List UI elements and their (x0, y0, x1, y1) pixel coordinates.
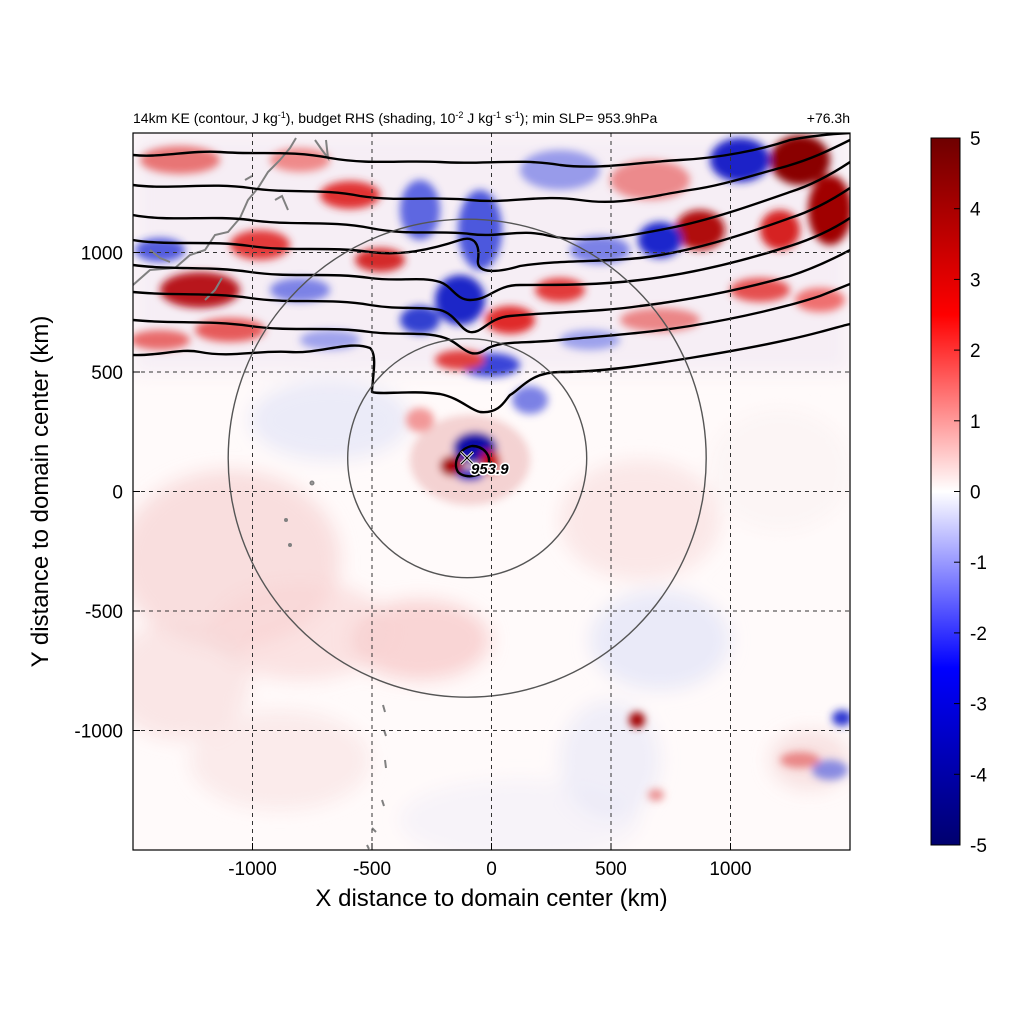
ke-contours (133, 133, 850, 478)
colorbar-ticks: 5 4 3 2 1 0 -1 -2 -3 -4 -5 (954, 129, 987, 857)
x-tick-label: -1000 (228, 859, 277, 880)
shading-isolated-features (629, 710, 850, 801)
x-tick-label: -500 (353, 859, 391, 880)
forecast-hour-label: +76.3h (807, 110, 850, 126)
y-tick-label: -500 (85, 602, 123, 623)
colorbar-tick-label: 1 (970, 412, 981, 433)
y-axis: -1000 -500 0 500 1000 (74, 244, 140, 743)
y-tick-label: 1000 (81, 244, 123, 265)
x-axis: -1000 -500 0 500 1000 (228, 843, 752, 880)
plot-area: 953.9 (133, 133, 850, 850)
chart-title: 14km KE (contour, J kg-1), budget RHS (s… (133, 110, 657, 126)
colorbar-tick-label: -1 (970, 553, 987, 574)
y-tick-label: -1000 (74, 722, 123, 743)
x-tick-label: 1000 (709, 859, 751, 880)
colorbar-tick-label: 5 (970, 129, 981, 150)
storm-center-marker: 953.9 (459, 450, 511, 480)
colorbar: 5 4 3 2 1 0 -1 -2 -3 -4 -5 (930, 129, 987, 857)
colorbar-tick-label: 0 (970, 483, 981, 504)
x-tick-label: 500 (595, 859, 627, 880)
colorbar-tick-label: -3 (970, 695, 987, 716)
colorbar-tick-label: -2 (970, 624, 987, 645)
range-circle-500km (347, 338, 588, 579)
colorbar-tick-label: 2 (970, 341, 981, 362)
colorbar-tick-label: 3 (970, 270, 981, 291)
coastline (133, 137, 387, 850)
y-tick-label: 0 (112, 483, 123, 504)
y-axis-label: Y distance to domain center (km) (27, 316, 54, 668)
x-tick-label: 0 (486, 859, 497, 880)
colorbar-tick-label: -5 (970, 836, 987, 857)
colorbar-tick-label: 4 (970, 200, 981, 221)
min-slp-label: 953.9 (471, 461, 509, 478)
y-tick-label: 500 (91, 363, 123, 384)
colorbar-tick-label: -4 (970, 765, 987, 786)
range-circle-1000km (227, 218, 707, 698)
x-axis-label: X distance to domain center (km) (315, 885, 667, 912)
range-circles (227, 218, 707, 698)
